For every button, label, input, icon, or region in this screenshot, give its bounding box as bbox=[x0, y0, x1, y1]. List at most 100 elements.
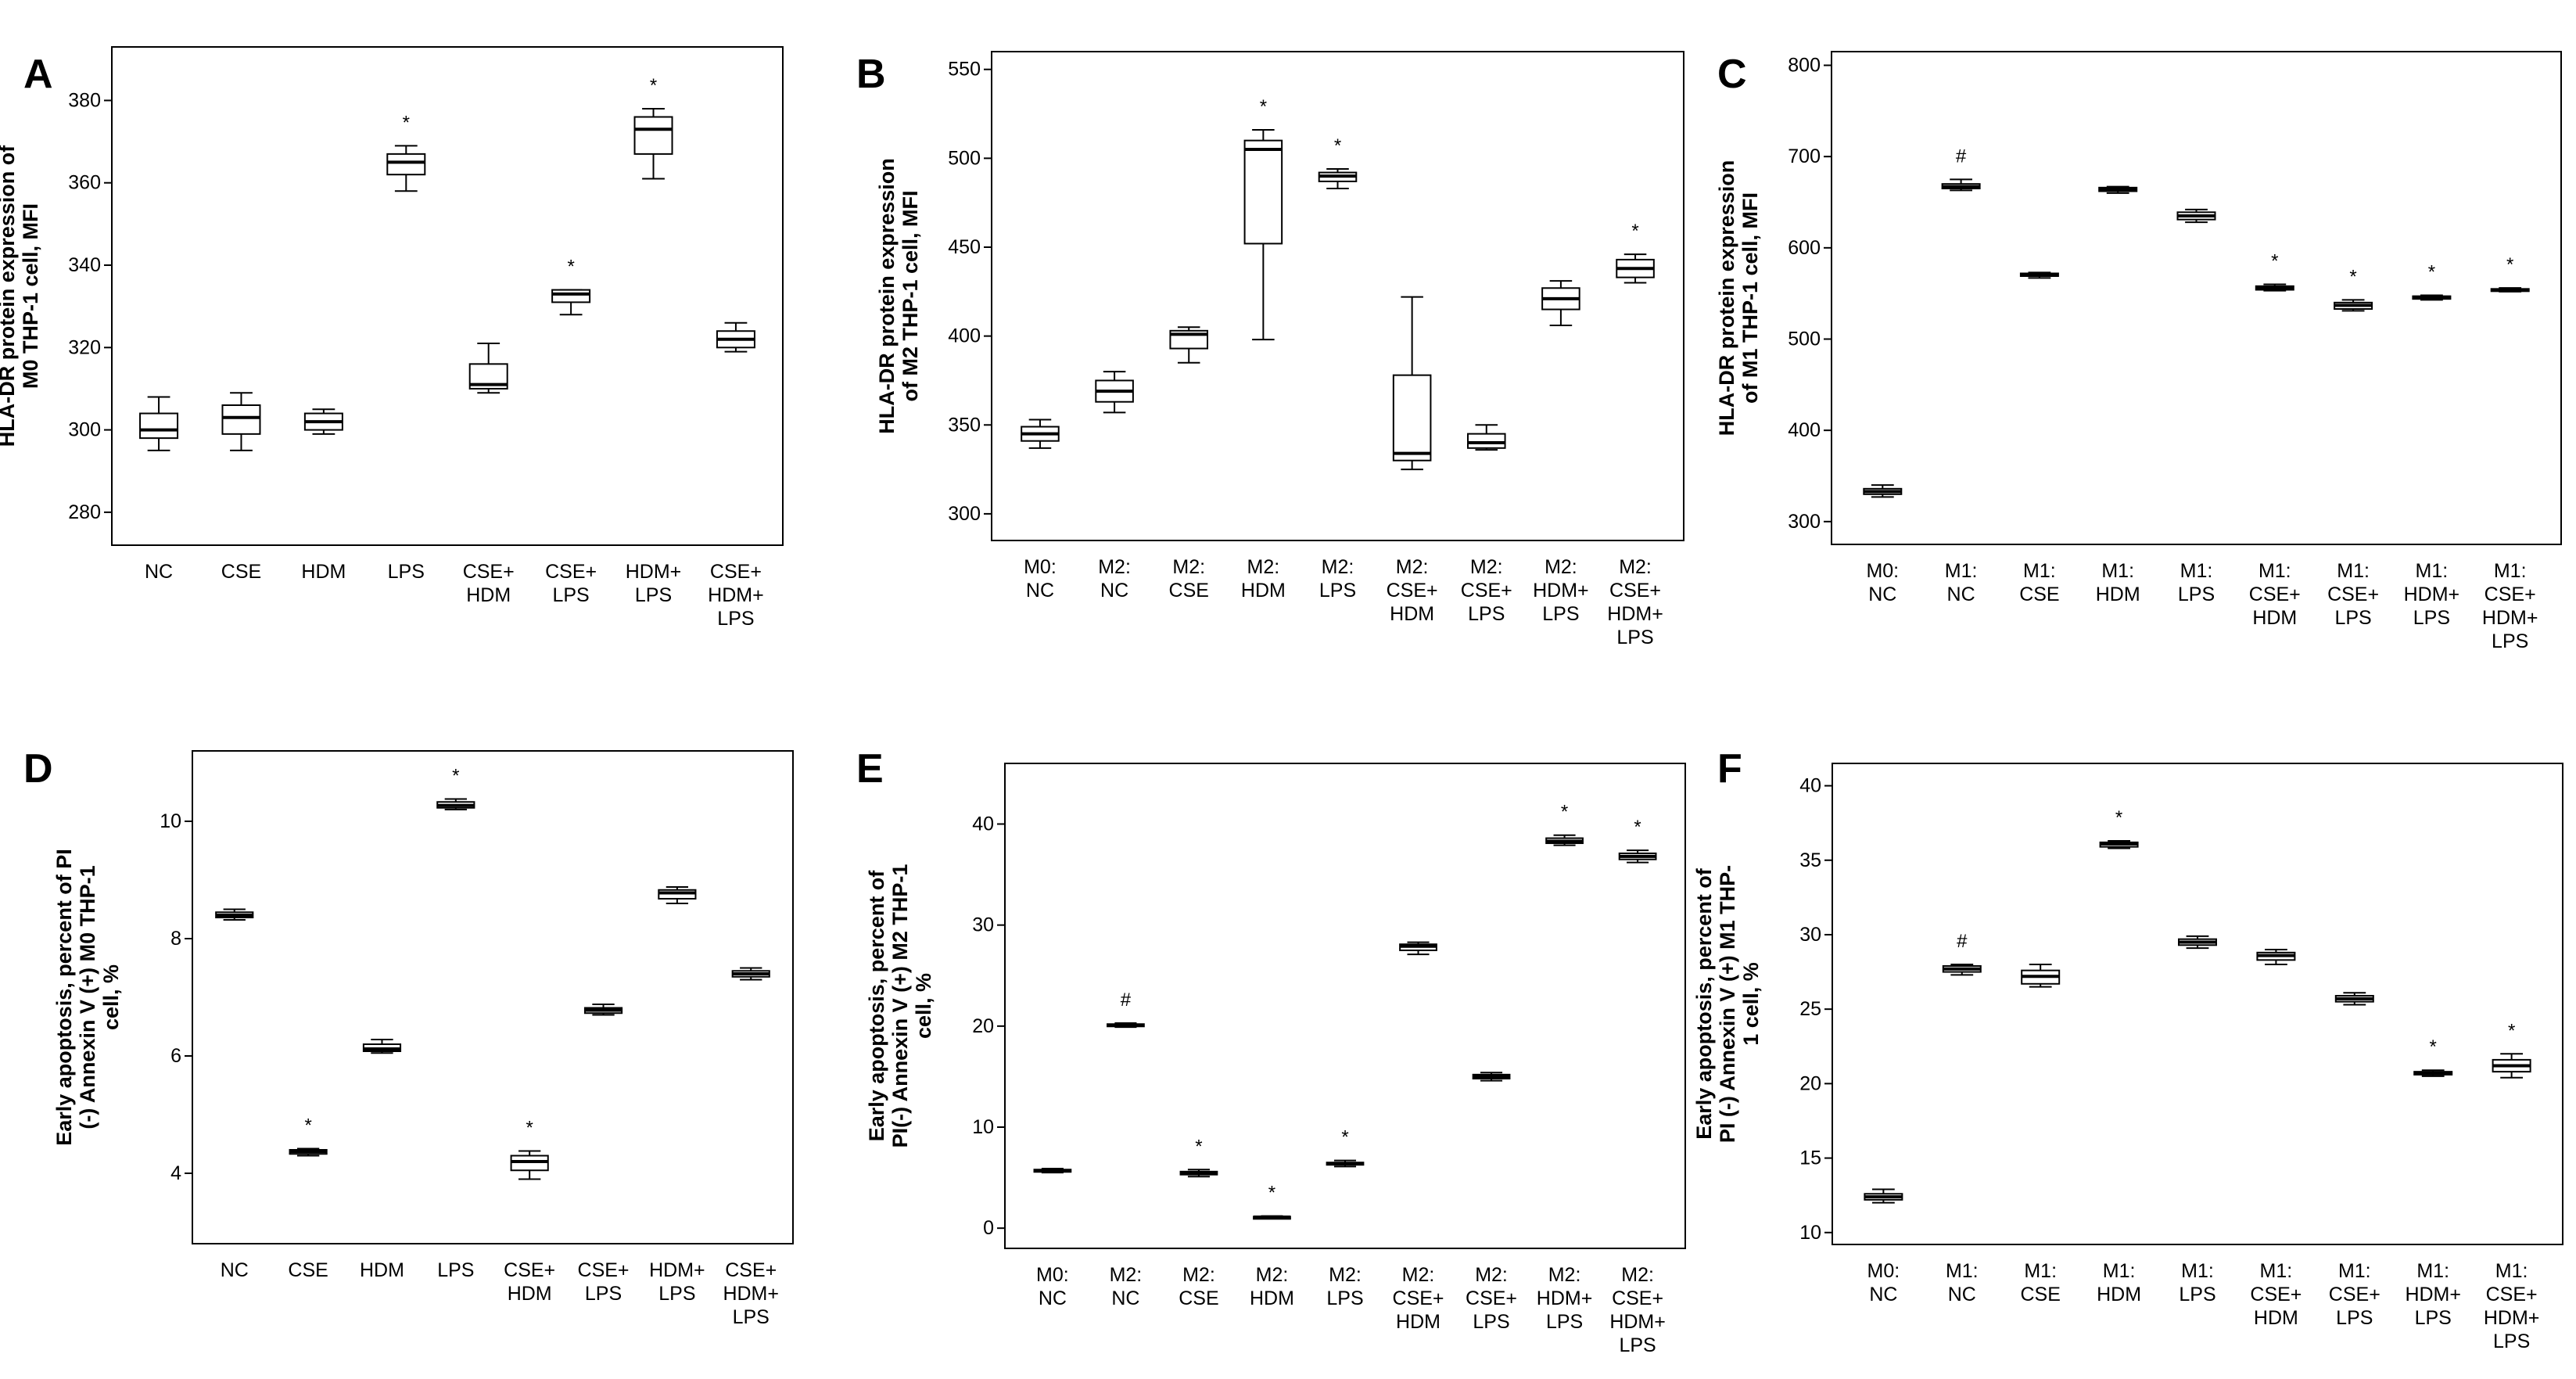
panel-F: F 10 15 20 25 30 35 40 Early apoptosis, percent … bbox=[1692, 746, 2563, 1352]
box bbox=[1472, 1072, 1511, 1082]
y-tick-label: 800 bbox=[1788, 55, 1821, 77]
plot-frame bbox=[991, 51, 1684, 541]
box: * bbox=[1253, 1183, 1291, 1220]
x-category-label-line: M2: bbox=[1172, 556, 1205, 578]
y-tick-label: 550 bbox=[948, 59, 981, 81]
x-category-label-line: M1: bbox=[2180, 560, 2213, 582]
x-category-label-line: CSE+ bbox=[2485, 584, 2536, 605]
x-category-label-line: HDM bbox=[2097, 1284, 2141, 1305]
y-axis-label-line: Early apoptosis, percent of PI bbox=[52, 849, 76, 1146]
x-category-label-line: M0: bbox=[1036, 1264, 1069, 1286]
panel-letter: E bbox=[856, 746, 884, 792]
y-axis-label: HLA-DR protein expressionof M1 THP-1 cel… bbox=[1715, 160, 1762, 436]
x-category-label-line: HDM+ bbox=[2482, 607, 2538, 629]
y-tick-label: 10 bbox=[972, 1116, 994, 1138]
y-tick-label: 340 bbox=[68, 254, 101, 276]
panel-C: C 300 400 500 600 700 800 HLA-DR protein expres… bbox=[1715, 51, 2562, 652]
y-tick-label: 20 bbox=[1799, 1072, 1821, 1094]
x-category-label-line: LPS bbox=[2179, 1284, 2215, 1305]
box-iqr bbox=[633, 116, 673, 155]
x-category-label-line: M1: bbox=[2181, 1260, 2214, 1282]
x-category-label: CSE+ HDM+ LPS bbox=[723, 1259, 779, 1328]
x-category-label: M2: NC bbox=[1098, 556, 1131, 602]
x-category-label-line: NC bbox=[221, 1259, 249, 1281]
x-category-label: HDM+ LPS bbox=[649, 1259, 705, 1305]
x-category-label: M0: NC bbox=[1867, 1260, 1900, 1305]
x-category-label-line: CSE+ bbox=[2327, 584, 2379, 605]
y-axis-label: HLA-DR protein expression ofM0 THP-1 cel… bbox=[0, 145, 42, 447]
box-iqr bbox=[1243, 139, 1283, 245]
y-axis-label-line: of M2 THP-1 cell, MFI bbox=[899, 190, 922, 401]
x-category-label: M1: CSE bbox=[2020, 1260, 2060, 1305]
box-iqr bbox=[1392, 374, 1432, 461]
y-tick-label: 400 bbox=[1788, 419, 1821, 441]
significance-mark: * bbox=[452, 766, 459, 787]
x-category-label-line: M2: bbox=[1545, 556, 1577, 578]
box-iqr bbox=[386, 153, 426, 176]
x-category-label-line: HDM bbox=[1250, 1287, 1294, 1309]
x-category-label-line: CSE+ bbox=[463, 561, 515, 583]
significance-mark: # bbox=[1121, 989, 1132, 1011]
significance-mark: * bbox=[304, 1115, 311, 1137]
x-category-label-line: LPS bbox=[2178, 584, 2215, 605]
box bbox=[731, 967, 770, 981]
x-category-label: CSE+ HDM+ LPS bbox=[708, 561, 764, 630]
y-axis-label-line: Early apoptosis, percent of bbox=[1692, 867, 1716, 1140]
box: * bbox=[2255, 251, 2294, 292]
box: * bbox=[1243, 96, 1283, 341]
x-category-label: M2: CSE bbox=[1179, 1264, 1218, 1309]
x-category-label: M2: HDM bbox=[1241, 556, 1286, 602]
significance-mark: * bbox=[650, 75, 657, 96]
significance-mark: * bbox=[1195, 1136, 1202, 1157]
y-axis-label-line: HLA-DR protein expression bbox=[1715, 160, 1738, 436]
y-axis-label-line: PI (-) Annexin V (+) M1 THP- bbox=[1716, 865, 1739, 1143]
x-category-label-line: CSE+ bbox=[2250, 1284, 2302, 1305]
x-category-label: M1: CSE+ LPS bbox=[2327, 560, 2379, 629]
y-tick-label: 500 bbox=[1788, 329, 1821, 350]
box: * bbox=[2334, 266, 2373, 312]
x-category-label-line: CSE+ bbox=[1393, 1287, 1444, 1309]
x-category-label: LPS bbox=[437, 1259, 474, 1281]
y-tick-label: 15 bbox=[1799, 1147, 1821, 1169]
x-category-label: HDM bbox=[301, 561, 346, 583]
y-tick-label: 6 bbox=[170, 1045, 181, 1067]
panel-letter: C bbox=[1717, 52, 1747, 97]
y-tick-label: 320 bbox=[68, 336, 101, 358]
box bbox=[2019, 271, 2059, 279]
box bbox=[1466, 424, 1506, 451]
x-category-label-line: M2: bbox=[1470, 556, 1503, 578]
y-axis-label-line: M0 THP-1 cell, MFI bbox=[19, 203, 42, 389]
y-tick-label: 360 bbox=[68, 172, 101, 194]
x-category-label-line: NC bbox=[1948, 1284, 1976, 1305]
x-category-label-line: M1: bbox=[2023, 560, 2056, 582]
x-category-label-line: HDM+ bbox=[708, 584, 764, 606]
y-tick-label: 40 bbox=[1799, 775, 1821, 797]
x-category-label-line: M2: bbox=[1402, 1264, 1435, 1286]
x-category-label: M2: CSE+ HDM+ LPS bbox=[1609, 1264, 1666, 1356]
significance-mark: * bbox=[1341, 1127, 1348, 1148]
box bbox=[362, 1039, 402, 1054]
y-tick-label: 25 bbox=[1799, 998, 1821, 1020]
x-category-label-line: M1: bbox=[1945, 560, 1978, 582]
x-category-label-line: NC bbox=[1026, 580, 1054, 602]
box: * bbox=[633, 75, 673, 180]
box: * bbox=[436, 766, 475, 810]
x-category-label-line: LPS bbox=[635, 584, 672, 606]
significance-mark: * bbox=[2115, 807, 2122, 828]
x-category-label-line: HDM+ bbox=[1533, 580, 1589, 602]
x-category-label: M1: CSE+ HDM bbox=[2249, 560, 2301, 629]
x-category-label-line: HDM bbox=[466, 584, 511, 606]
y-tick-label: 10 bbox=[1799, 1222, 1821, 1244]
box bbox=[2021, 964, 2061, 988]
x-category-label-line: HDM bbox=[2096, 584, 2140, 605]
box: * bbox=[510, 1118, 549, 1180]
x-category-label-line: HDM+ bbox=[1609, 1311, 1666, 1333]
x-category-label-line: HDM+ bbox=[649, 1259, 705, 1281]
box bbox=[1541, 280, 1580, 326]
x-category-label: M0: NC bbox=[1024, 556, 1057, 602]
x-category-label-line: LPS bbox=[2413, 607, 2450, 629]
box: * bbox=[2413, 1036, 2453, 1077]
x-category-label-line: M1: bbox=[2024, 1260, 2057, 1282]
x-category-label-line: HDM bbox=[508, 1283, 552, 1305]
significance-mark: * bbox=[1334, 135, 1341, 156]
